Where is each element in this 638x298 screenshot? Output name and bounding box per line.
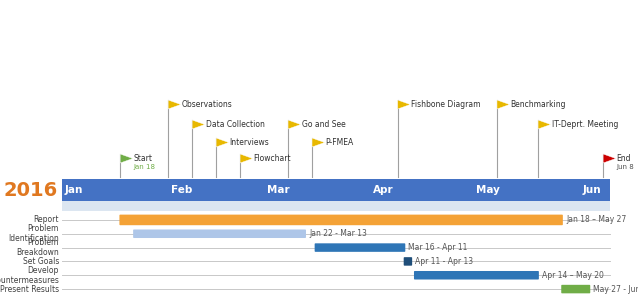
Bar — [62, 201, 610, 211]
Text: Interviews: Interviews — [230, 138, 269, 147]
Text: Apr 11 - Apr 13: Apr 11 - Apr 13 — [415, 257, 473, 266]
FancyBboxPatch shape — [119, 215, 563, 225]
Polygon shape — [288, 120, 300, 129]
Text: Jun 8: Jun 8 — [617, 164, 634, 170]
Polygon shape — [120, 154, 133, 163]
Polygon shape — [603, 154, 616, 163]
Text: Feb: Feb — [171, 185, 193, 195]
FancyBboxPatch shape — [561, 285, 590, 293]
Polygon shape — [538, 120, 551, 129]
Text: Jun: Jun — [582, 185, 601, 195]
Text: Jan 18: Jan 18 — [134, 164, 156, 170]
FancyBboxPatch shape — [414, 271, 539, 280]
Text: Start: Start — [134, 154, 152, 163]
Text: Fishbone Diagram: Fishbone Diagram — [411, 100, 480, 109]
Text: Data Collection: Data Collection — [205, 120, 265, 129]
Text: Develop
Countermeasures: Develop Countermeasures — [0, 266, 59, 285]
Text: Report: Report — [34, 215, 59, 224]
Polygon shape — [192, 120, 205, 129]
Text: IT-Deprt. Meeting: IT-Deprt. Meeting — [552, 120, 618, 129]
FancyBboxPatch shape — [315, 243, 405, 252]
Text: Observations: Observations — [182, 100, 232, 109]
Text: End: End — [617, 154, 631, 163]
Text: Jan: Jan — [65, 185, 84, 195]
Text: Go and See: Go and See — [302, 120, 345, 129]
Polygon shape — [312, 138, 325, 147]
Text: Problem
Breakdown: Problem Breakdown — [16, 238, 59, 257]
Text: May 27 - Jun: May 27 - Jun — [593, 285, 638, 294]
FancyBboxPatch shape — [404, 257, 412, 266]
Text: May: May — [476, 185, 500, 195]
Text: Apr 14 – May 20: Apr 14 – May 20 — [542, 271, 604, 280]
Text: Apr: Apr — [373, 185, 394, 195]
Text: Flowchart: Flowchart — [253, 154, 291, 163]
Text: Mar 16 - Apr 11: Mar 16 - Apr 11 — [408, 243, 468, 252]
Polygon shape — [216, 138, 229, 147]
Text: Problem
Identification: Problem Identification — [8, 224, 59, 243]
Text: Jan 22 - Mar 13: Jan 22 - Mar 13 — [309, 229, 367, 238]
FancyBboxPatch shape — [133, 229, 306, 238]
Polygon shape — [240, 154, 253, 163]
Polygon shape — [168, 100, 181, 109]
Text: Set Goals: Set Goals — [22, 257, 59, 266]
Text: Mar: Mar — [267, 185, 290, 195]
Text: P-FMEA: P-FMEA — [325, 138, 354, 147]
Polygon shape — [397, 100, 410, 109]
Text: 2016: 2016 — [4, 181, 58, 199]
Text: Present Results: Present Results — [0, 285, 59, 294]
Text: Benchmarking: Benchmarking — [510, 100, 566, 109]
Polygon shape — [497, 100, 510, 109]
Text: Jan 18 – May 27: Jan 18 – May 27 — [566, 215, 627, 224]
Bar — [62, 179, 610, 201]
